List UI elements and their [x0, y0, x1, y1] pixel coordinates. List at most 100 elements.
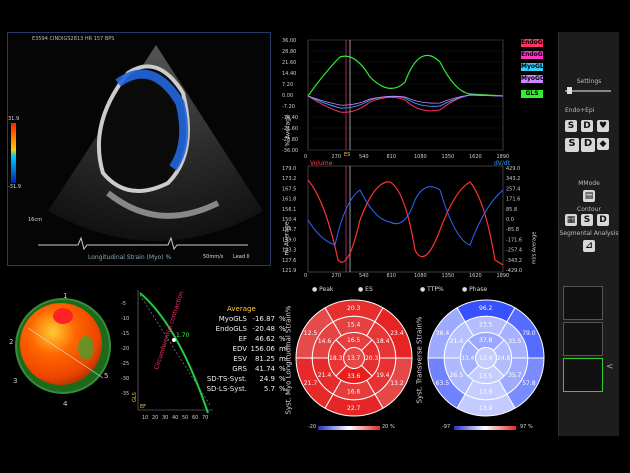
- segmental-icon[interactable]: ⊿: [583, 240, 595, 252]
- thumbnail-view-2[interactable]: [563, 322, 603, 356]
- dyssync-title: Circumferential contraction: [153, 290, 185, 370]
- thumbnail-view-3[interactable]: [563, 358, 603, 392]
- echo-scale-bottom: -31.9: [8, 184, 21, 190]
- strain-ytick: 7.20: [282, 82, 293, 88]
- dyssync-xtick: 60: [192, 415, 198, 421]
- radio-phase[interactable]: ● Phase: [462, 286, 488, 293]
- volume-ytick-left: 133.3: [282, 248, 296, 254]
- trans-bullseye: 96.2 79.0 57.8 13.9 63.5 36.4 23.5 31.5 35.7 13.8…: [427, 299, 545, 430]
- heart-icon[interactable]: ♥: [597, 120, 609, 132]
- strain-xtick: 270: [332, 154, 342, 160]
- long-bullseye-value: 15.4: [347, 321, 361, 328]
- mmode-icon[interactable]: ▤: [583, 190, 595, 202]
- legend-gls[interactable]: GLS: [521, 90, 543, 98]
- long-bullseye-value: 12.5: [304, 330, 318, 337]
- legend-endogls-2[interactable]: EndoGLS: [521, 51, 551, 59]
- long-bullseye-value: 33.6: [347, 373, 361, 380]
- legend-myogls[interactable]: MyoGLS: [521, 63, 549, 71]
- collapse-arrow-icon[interactable]: <: [606, 362, 614, 372]
- trans-scale-min: -97: [442, 424, 451, 430]
- trans-bullseye-value: 35.7: [508, 372, 522, 379]
- volume-ytick-left: 179.0: [282, 166, 296, 172]
- legend-myogcs[interactable]: MyoGCS: [521, 75, 549, 83]
- stats-value: 81.25: [254, 355, 275, 363]
- trans-bullseye-value: 13.5: [479, 373, 493, 380]
- stats-name: EDV: [232, 345, 247, 353]
- volume-ytick-right: 429.0: [506, 166, 520, 172]
- trans-bullseye-value: 13.8: [479, 389, 493, 396]
- settings-slider-knob[interactable]: [567, 87, 572, 94]
- long-bullseye-segment[interactable]: [343, 347, 365, 369]
- stats-name: SD-LS-Syst.: [206, 385, 247, 393]
- stats-name: ESV: [233, 355, 247, 363]
- bullseye-3d-label-2: 2: [9, 338, 13, 346]
- echo-lead: Lead II: [233, 254, 250, 260]
- stats-name: MyoGLS: [218, 315, 247, 323]
- trans-scale-max: 97 %: [520, 424, 533, 430]
- volume-ytick-left: 156.1: [282, 207, 296, 213]
- bullseye-3d-label-3: 3: [13, 377, 17, 385]
- radio-ttp-label: TTP%: [427, 286, 444, 293]
- bullseye-3d-label-5: 5: [104, 372, 108, 380]
- volume-xtick: 1620: [469, 273, 482, 278]
- volume-xtick: 1890: [497, 273, 510, 278]
- strain-ylabel: % Average: [284, 114, 292, 147]
- diamond-icon[interactable]: ◆: [597, 138, 609, 150]
- volume-ytick-right: 257.4: [506, 186, 520, 192]
- strain-ytick: -21.60: [282, 126, 298, 132]
- volume-chart: 179.0 173.2 167.5 161.8 156.1 150.4 144.7 139.0…: [280, 160, 545, 279]
- contour-icon[interactable]: ▦: [565, 214, 577, 226]
- radio-ttp[interactable]: ● TTP%: [420, 286, 444, 293]
- long-bullseye-title: Syst. Myo Longitudinal Strain%: [284, 305, 293, 415]
- trans-bullseye-value: 26.5: [450, 372, 464, 379]
- dyssync-ytick: -25: [121, 361, 129, 367]
- volume-ytick-right: 85.8: [506, 207, 517, 213]
- tool-button-s1[interactable]: S: [565, 120, 577, 132]
- volume-ytick-left: 173.2: [282, 176, 296, 182]
- echo-header: E3594 CINDIGS2813 HR 157 BPS: [32, 36, 115, 42]
- tool-button-d2[interactable]: D: [581, 138, 595, 152]
- endo-epi-toggle[interactable]: Endo+Epi: [565, 107, 595, 114]
- trans-bullseye-value: 79.0: [522, 330, 536, 337]
- radio-es[interactable]: ● ES: [358, 286, 373, 293]
- stats-panel: Average MyoGLS -16.87% EndoGLS -20.48% EF 46.…: [205, 305, 290, 395]
- segmental-header: Segmental Analysis: [559, 230, 619, 237]
- dyssync-xtick: 30: [162, 415, 168, 421]
- trans-bullseye-value: 63.5: [436, 380, 450, 387]
- dvdt-label: dV/dt: [494, 160, 511, 167]
- tool-button-s2[interactable]: S: [565, 138, 579, 152]
- volume-ylabel: ml Average: [283, 221, 291, 256]
- trans-bullseye-value: 33.4: [461, 355, 475, 362]
- echo-depth: 16cm: [28, 217, 42, 223]
- contour-header: Contour: [577, 206, 601, 213]
- radio-peak[interactable]: ● Peak: [312, 286, 334, 293]
- long-bullseye-value: 21.7: [304, 380, 318, 387]
- dyssync-ytick: -5: [121, 301, 126, 307]
- settings-slider[interactable]: [565, 90, 611, 92]
- contour-button-d[interactable]: D: [597, 214, 609, 226]
- long-scale-max: 20 %: [382, 424, 395, 430]
- stats-value: -20.48: [252, 325, 275, 333]
- volume-ytick-left: 127.6: [282, 258, 296, 264]
- strain-xtick: 1350: [442, 154, 455, 160]
- volume-ytick-right: -257.4: [506, 248, 522, 254]
- trans-bullseye-segment[interactable]: [475, 347, 497, 369]
- dyssync-ytick: -15: [121, 331, 129, 337]
- tool-button-d1[interactable]: D: [581, 120, 593, 132]
- dyssync-xtick: 40: [172, 415, 178, 421]
- contour-button-s[interactable]: S: [581, 214, 593, 226]
- trans-bullseye-panel: ● TTP% ● Phase 96.2 79.0 57.8 13.9 63.5 36.4 2…: [412, 286, 552, 436]
- thumbnail-view-1[interactable]: [563, 286, 603, 320]
- legend-endogls[interactable]: EndoGLS: [521, 39, 551, 47]
- stats-value: 156.06: [250, 345, 276, 353]
- long-bullseye-value: 16.6: [347, 389, 361, 396]
- echo-panel: E3594 CINDIGS2813 HR 157 BPS 31.9 -31.9 …: [7, 32, 271, 266]
- stats-unit: %: [279, 385, 286, 393]
- long-bullseye-value: 18.3: [329, 355, 343, 362]
- trans-bullseye-value: 37.8: [479, 337, 493, 344]
- strain-xtick: 1620: [469, 154, 482, 160]
- long-bullseye-value: 22.7: [347, 405, 361, 412]
- strain-xtick: 1890: [497, 154, 510, 160]
- radio-peak-label: Peak: [319, 286, 334, 293]
- stats-name: EndoGLS: [215, 325, 247, 333]
